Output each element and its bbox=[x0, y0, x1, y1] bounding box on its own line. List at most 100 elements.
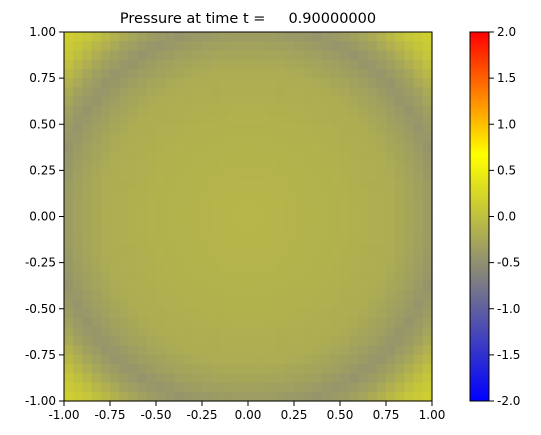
heatmap-cell bbox=[174, 78, 185, 88]
heatmap-cell bbox=[91, 207, 102, 218]
heatmap-cell bbox=[367, 142, 378, 153]
heatmap-cell bbox=[257, 133, 267, 144]
heatmap-cell bbox=[340, 364, 350, 374]
heatmap-cell bbox=[257, 345, 267, 356]
heatmap-cell bbox=[422, 225, 433, 236]
heatmap-cell bbox=[211, 234, 221, 245]
heatmap-cell bbox=[183, 179, 194, 190]
heatmap-cell bbox=[312, 78, 323, 88]
y-tick-label: -0.50 bbox=[25, 302, 56, 316]
heatmap-cell bbox=[257, 170, 267, 181]
heatmap-cell bbox=[248, 133, 258, 144]
heatmap-cell bbox=[229, 207, 240, 218]
heatmap-cell bbox=[376, 234, 387, 245]
heatmap-cell bbox=[358, 345, 369, 356]
heatmap-cell bbox=[156, 364, 166, 374]
heatmap-cell bbox=[257, 151, 267, 162]
heatmap-cell bbox=[211, 262, 221, 273]
heatmap-cell bbox=[202, 105, 212, 116]
heatmap-cell bbox=[91, 78, 102, 88]
heatmap-cell bbox=[257, 281, 267, 291]
heatmap-cell bbox=[174, 364, 185, 374]
heatmap-cell bbox=[238, 271, 249, 282]
heatmap-cell bbox=[312, 151, 323, 162]
heatmap-cell bbox=[220, 32, 231, 42]
heatmap-cell bbox=[220, 198, 231, 208]
heatmap-cell bbox=[422, 170, 433, 181]
heatmap-cell bbox=[275, 133, 286, 144]
heatmap-cell bbox=[238, 170, 249, 181]
heatmap-cell bbox=[349, 271, 359, 282]
heatmap-cell bbox=[257, 262, 267, 273]
y-tick-label: 1.00 bbox=[29, 25, 56, 39]
heatmap-cell bbox=[330, 308, 341, 319]
heatmap-cell bbox=[156, 308, 166, 319]
heatmap-cell bbox=[220, 290, 231, 301]
heatmap-cell bbox=[257, 142, 267, 153]
heatmap-cell bbox=[137, 299, 148, 310]
heatmap-cell bbox=[238, 253, 249, 264]
heatmap-cell bbox=[174, 87, 185, 98]
heatmap-cell bbox=[358, 290, 369, 301]
heatmap-cell bbox=[128, 225, 139, 236]
heatmap-cell bbox=[367, 179, 378, 190]
heatmap-cell bbox=[349, 78, 359, 88]
heatmap-cell bbox=[183, 207, 194, 218]
heatmap-cell bbox=[340, 78, 350, 88]
heatmap-cell bbox=[257, 105, 267, 116]
heatmap-cell bbox=[312, 105, 323, 116]
heatmap-cell bbox=[303, 345, 313, 356]
heatmap-cell bbox=[110, 262, 120, 273]
heatmap-cell bbox=[119, 179, 129, 190]
heatmap-cell bbox=[137, 68, 148, 79]
heatmap-cell bbox=[266, 225, 277, 236]
heatmap-cell bbox=[275, 244, 286, 254]
heatmap-cell bbox=[266, 345, 277, 356]
heatmap-cell bbox=[294, 151, 304, 162]
heatmap-cell bbox=[156, 115, 166, 125]
heatmap-cell bbox=[248, 391, 258, 402]
heatmap-cell bbox=[422, 262, 433, 273]
heatmap-cell bbox=[275, 198, 286, 208]
heatmap-cell bbox=[395, 317, 405, 328]
heatmap-cell bbox=[156, 207, 166, 218]
heatmap-cell bbox=[82, 336, 93, 347]
heatmap-cell bbox=[119, 50, 129, 61]
heatmap-cell bbox=[165, 207, 175, 218]
heatmap-cell bbox=[192, 262, 203, 273]
heatmap-cell bbox=[413, 198, 424, 208]
heatmap-cell bbox=[73, 96, 83, 107]
heatmap-cell bbox=[64, 391, 74, 402]
heatmap-cell bbox=[137, 244, 148, 254]
heatmap-cell bbox=[358, 87, 369, 98]
heatmap-cell bbox=[202, 317, 212, 328]
heatmap-cell bbox=[294, 373, 304, 384]
heatmap-cell bbox=[330, 373, 341, 384]
heatmap-cell bbox=[229, 253, 240, 264]
heatmap-cell bbox=[386, 244, 396, 254]
heatmap-cell bbox=[192, 281, 203, 291]
heatmap-cell bbox=[275, 308, 286, 319]
heatmap-cell bbox=[266, 373, 277, 384]
heatmap-cell bbox=[156, 225, 166, 236]
heatmap-cell bbox=[358, 382, 369, 393]
heatmap-cell bbox=[294, 142, 304, 153]
heatmap-cell bbox=[248, 115, 258, 125]
heatmap-cell bbox=[303, 281, 313, 291]
heatmap-cell bbox=[275, 179, 286, 190]
heatmap-cell bbox=[202, 198, 212, 208]
heatmap-cell bbox=[220, 299, 231, 310]
heatmap-cell bbox=[376, 327, 387, 338]
heatmap-cell bbox=[174, 345, 185, 356]
heatmap-cell bbox=[303, 336, 313, 347]
heatmap-cell bbox=[312, 382, 323, 393]
heatmap-cell bbox=[128, 364, 139, 374]
heatmap-cell bbox=[303, 225, 313, 236]
heatmap-cell bbox=[340, 50, 350, 61]
heatmap-cell bbox=[202, 364, 212, 374]
heatmap-cell bbox=[294, 198, 304, 208]
heatmap-cell bbox=[211, 207, 221, 218]
heatmap-cell bbox=[100, 271, 111, 282]
heatmap-cell bbox=[174, 105, 185, 116]
heatmap-cell bbox=[340, 299, 350, 310]
